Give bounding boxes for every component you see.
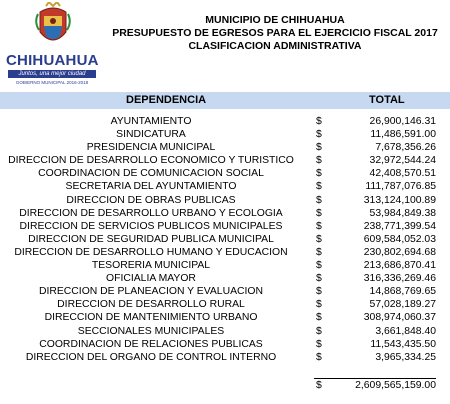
- header-line-3: CLASIFICACION ADMINISTRATIVA: [188, 40, 362, 52]
- currency-symbol: $: [316, 168, 322, 180]
- grand-total-row: $ 2,609,565,159.00: [314, 378, 436, 391]
- dependencia-cell: DIRECCION DEL ORGANO DE CONTROL INTERNO: [25, 351, 277, 363]
- dependencia-cell: SINDICATURA: [116, 129, 186, 141]
- dependencia-cell: DIRECCION DE DESARROLLO HUMANO Y EDUCACI…: [14, 246, 288, 258]
- logo-tagline: Juntos, una mejor ciudad: [8, 70, 96, 78]
- currency-symbol: $: [316, 181, 322, 193]
- total-cell: 3,965,334.25: [375, 351, 436, 363]
- total-cell: 42,408,570.51: [369, 168, 436, 180]
- table-row: SINDICATURA $11,486,591.00: [0, 128, 450, 141]
- total-cell: 308,974,060.37: [363, 312, 436, 324]
- budget-table-body: AYUNTAMIENTO $26,900,146.31 SINDICATURA $11…: [0, 115, 450, 364]
- column-header-dependencia: DEPENDENCIA: [126, 94, 207, 106]
- dependencia-cell: SECCIONALES MUNICIPALES: [77, 325, 225, 337]
- currency-symbol: $: [316, 325, 322, 337]
- currency-symbol: $: [316, 299, 322, 311]
- total-cell: 11,543,435.50: [370, 338, 436, 350]
- currency-symbol: $: [316, 286, 322, 298]
- total-cell: 111,787,076.85: [365, 181, 436, 193]
- currency-symbol: $: [316, 207, 322, 219]
- currency-symbol: $: [316, 338, 322, 350]
- dependencia-cell: DIRECCION DE SEGURIDAD PUBLICA MUNICIPAL: [28, 233, 274, 245]
- dependencia-cell: COORDINACION DE RELACIONES PUBLICAS: [39, 338, 263, 350]
- total-cell: 313,124,100.89: [363, 194, 436, 206]
- dependencia-cell: DIRECCION DE PLANEACION Y EVALUACION: [38, 286, 264, 298]
- coat-of-arms-icon: [35, 2, 71, 41]
- currency-symbol: $: [316, 273, 322, 285]
- table-row: OFICIALIA MAYOR $316,336,269.46: [0, 272, 450, 285]
- dependencia-cell: DIRECCION DE DESARROLLO ECONOMICO Y TURI…: [8, 155, 294, 167]
- total-cell: 53,984,849.38: [369, 207, 436, 219]
- table-row: TESORERIA MUNICIPAL $213,686,870.41: [0, 259, 450, 272]
- chihuahua-logo: CHIHUAHUA Juntos, una mejor ciudad GOBIE…: [6, 2, 98, 90]
- dependencia-cell: OFICIALIA MAYOR: [106, 273, 196, 285]
- total-cell: 7,678,356.26: [375, 142, 436, 154]
- dependencia-cell: SECRETARIA DEL AYUNTAMIENTO: [65, 181, 237, 193]
- table-row: DIRECCION DE OBRAS PUBLICAS $313,124,100.…: [0, 194, 450, 207]
- currency-symbol: $: [316, 351, 322, 363]
- table-row: SECCIONALES MUNICIPALES $3,661,848.40: [0, 325, 450, 338]
- total-cell: 316,336,269.46: [363, 273, 436, 285]
- total-cell: 11,486,591.00: [370, 129, 436, 141]
- currency-symbol: $: [316, 260, 322, 272]
- header-line-1: MUNICIPIO DE CHIHUAHUA: [205, 14, 345, 26]
- table-header: DEPENDENCIA TOTAL: [0, 92, 450, 109]
- table-row: DIRECCION DE DESARROLLO ECONOMICO Y TURI…: [0, 154, 450, 167]
- currency-symbol: $: [316, 155, 322, 167]
- table-row: DIRECCION DE SERVICIOS PUBLICOS MUNICIPA…: [0, 220, 450, 233]
- currency-symbol: $: [316, 129, 322, 141]
- header-line-2: PRESUPUESTO DE EGRESOS PARA EL EJERCICIO…: [112, 27, 438, 39]
- document-header: MUNICIPIO DE CHIHUAHUA PRESUPUESTO DE EG…: [100, 14, 450, 53]
- logo-wordmark: CHIHUAHUA: [6, 52, 99, 69]
- table-row: AYUNTAMIENTO $26,900,146.31: [0, 115, 450, 128]
- dependencia-cell: TESORERIA MUNICIPAL: [91, 260, 211, 272]
- table-row: DIRECCION DEL ORGANO DE CONTROL INTERNO $…: [0, 351, 450, 364]
- total-cell: 238,771,399.54: [363, 220, 436, 232]
- total-cell: 213,686,870.41: [363, 260, 436, 272]
- total-cell: 609,584,052.03: [363, 233, 436, 245]
- table-row: DIRECCION DE DESARROLLO HUMANO Y EDUCACI…: [0, 246, 450, 259]
- dependencia-cell: PRESIDENCIA MUNICIPAL: [86, 142, 216, 154]
- total-cell: 32,972,544.24: [369, 155, 436, 167]
- table-row: COORDINACION DE RELACIONES PUBLICAS $11,5…: [0, 338, 450, 351]
- table-row: DIRECCION DE DESARROLLO URBANO Y ECOLOGI…: [0, 207, 450, 220]
- table-row: SECRETARIA DEL AYUNTAMIENTO $111,787,076.…: [0, 180, 450, 193]
- column-header-total: TOTAL: [369, 94, 405, 106]
- dependencia-cell: DIRECCION DE SERVICIOS PUBLICOS MUNICIPA…: [19, 220, 283, 232]
- dependencia-cell: COORDINACION DE COMUNICACION SOCIAL: [38, 168, 264, 180]
- currency-symbol: $: [316, 246, 322, 258]
- total-cell: 26,900,146.31: [369, 116, 436, 127]
- grand-total-value: 2,609,565,159.00: [355, 380, 436, 391]
- total-cell: 14,868,769.65: [369, 286, 436, 298]
- currency-symbol: $: [316, 380, 322, 391]
- currency-symbol: $: [316, 116, 322, 127]
- currency-symbol: $: [316, 194, 322, 206]
- table-row: DIRECCION DE PLANEACION Y EVALUACION $14,…: [0, 285, 450, 298]
- dependencia-cell: AYUNTAMIENTO: [110, 116, 192, 127]
- table-row: DIRECCION DE DESARROLLO RURAL $57,028,189…: [0, 298, 450, 311]
- total-cell: 230,802,694.68: [363, 246, 436, 258]
- total-cell: 57,028,189.27: [369, 299, 436, 311]
- table-row: PRESIDENCIA MUNICIPAL $7,678,356.26: [0, 141, 450, 154]
- total-cell: 3,661,848.40: [375, 325, 436, 337]
- table-row: DIRECCION DE MANTENIMIENTO URBANO $308,97…: [0, 311, 450, 324]
- currency-symbol: $: [316, 142, 322, 154]
- currency-symbol: $: [316, 312, 322, 324]
- currency-symbol: $: [316, 220, 322, 232]
- table-row: COORDINACION DE COMUNICACION SOCIAL $42,4…: [0, 167, 450, 180]
- dependencia-cell: DIRECCION DE MANTENIMIENTO URBANO: [44, 312, 258, 324]
- dependencia-cell: DIRECCION DE DESARROLLO RURAL: [57, 299, 245, 311]
- dependencia-cell: DIRECCION DE DESARROLLO URBANO Y ECOLOGI…: [19, 207, 283, 219]
- currency-symbol: $: [316, 233, 322, 245]
- dependencia-cell: DIRECCION DE OBRAS PUBLICAS: [66, 194, 236, 206]
- logo-subtitle: GOBIERNO MUNICIPAL 2016-2018: [15, 80, 89, 85]
- table-row: DIRECCION DE SEGURIDAD PUBLICA MUNICIPAL…: [0, 233, 450, 246]
